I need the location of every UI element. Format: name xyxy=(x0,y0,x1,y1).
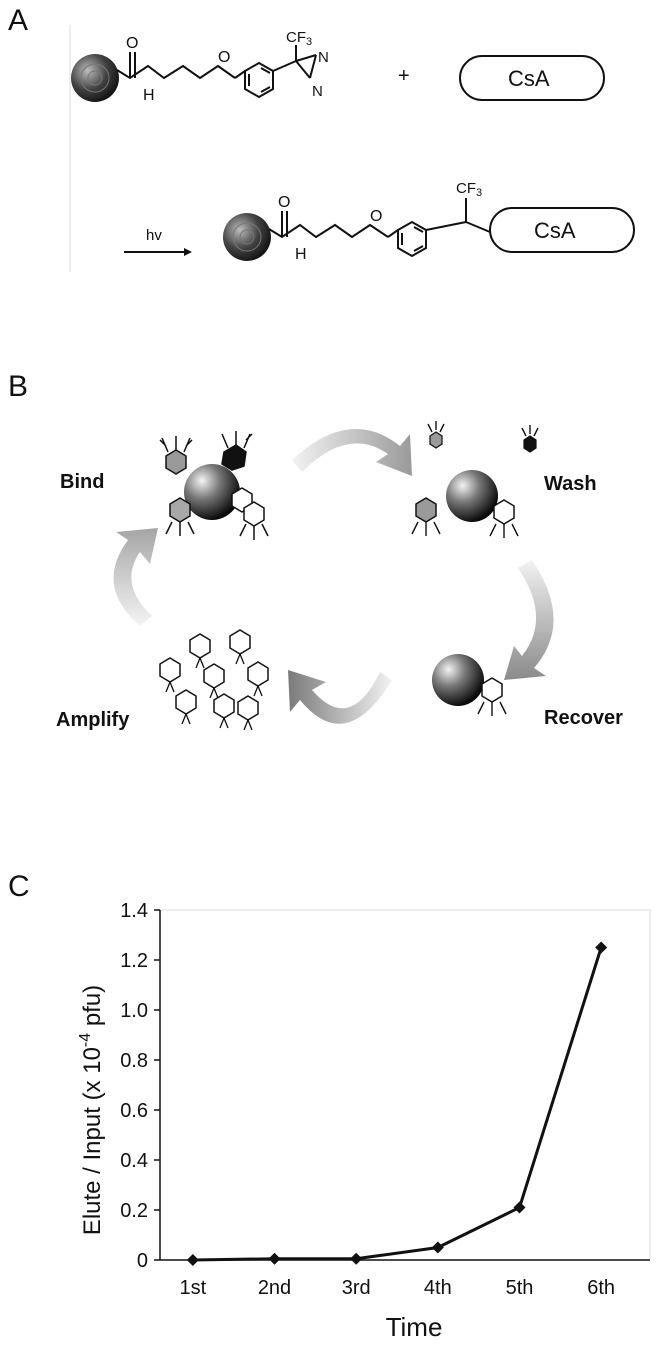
elute-input-chart: 0 0.2 0.4 0.6 0.8 1.0 1.2 1.4 1st 2nd 3rd 4th 5th 6t… xyxy=(77,900,651,1342)
x-axis-label: Time xyxy=(386,1312,443,1342)
arrow-wash-to-recover xyxy=(504,560,554,680)
data-point-marker xyxy=(431,1241,444,1254)
data-point-marker xyxy=(186,1254,199,1266)
ether-o-top: O xyxy=(218,49,230,66)
arrow-amplify-to-bind xyxy=(113,528,158,626)
y-tick-label: 0 xyxy=(137,1250,148,1272)
nh-h-bottom: H xyxy=(295,246,307,263)
panel-label-c: C xyxy=(8,870,30,903)
step-label-amplify: Amplify xyxy=(56,709,130,731)
diazirine-n-top: N xyxy=(318,49,329,66)
plot-frame xyxy=(159,909,651,1261)
nh-h-top: H xyxy=(143,87,155,104)
arrow-bind-to-wash xyxy=(292,428,412,476)
linker-bottom xyxy=(268,198,491,258)
linker-top xyxy=(116,45,317,99)
data-point-marker xyxy=(513,1201,526,1214)
series-line xyxy=(192,947,603,1262)
x-tick-label: 5th xyxy=(506,1277,534,1299)
y-axis-ticks: 0 0.2 0.4 0.6 0.8 1.0 1.2 1.4 xyxy=(120,900,160,1272)
wash-bead-cluster xyxy=(411,421,539,538)
x-tick-label: 3rd xyxy=(342,1277,371,1299)
y-tick-label: 0.4 xyxy=(120,1150,148,1172)
diazirine-n2-top: N xyxy=(312,83,323,100)
csa-label-bottom: CsA xyxy=(534,218,576,243)
reaction-scheme: O H O CF3 N N + CsA hv O H O CF3 CsA xyxy=(69,25,635,272)
data-point-marker xyxy=(350,1252,363,1265)
selection-cycle-diagram: Bind Wash Recover Ampli xyxy=(56,421,623,731)
arrow-recover-to-amplify xyxy=(288,670,392,724)
cf3-label-top: CF3 xyxy=(286,29,312,48)
y-tick-label: 0.6 xyxy=(120,1100,148,1122)
x-tick-label: 1st xyxy=(179,1277,206,1299)
csa-capsule-bottom xyxy=(489,207,635,253)
data-point-marker xyxy=(268,1252,281,1265)
data-point-marker xyxy=(595,941,608,954)
y-tick-label: 1.0 xyxy=(120,1000,148,1022)
y-tick-label: 0.8 xyxy=(120,1050,148,1072)
y-axis-label: Elute / Input (x 10-4 pfu) xyxy=(77,985,106,1235)
y-tick-label: 1.2 xyxy=(120,950,148,972)
carbonyl-o-top: O xyxy=(126,35,138,52)
panel-label-a: A xyxy=(8,4,29,37)
bead-bottom xyxy=(223,213,271,261)
x-axis-ticks: 1st 2nd 3rd 4th 5th 6th xyxy=(179,1277,615,1299)
x-tick-label: 2nd xyxy=(258,1277,291,1299)
panel-label-b: B xyxy=(8,370,29,403)
x-tick-label: 6th xyxy=(587,1277,615,1299)
cf3-label-bottom: CF3 xyxy=(456,180,482,199)
amplify-phage-cluster xyxy=(159,629,269,721)
y-tick-label: 1.4 xyxy=(120,900,148,922)
recover-bead-cluster xyxy=(432,654,507,716)
step-label-wash: Wash xyxy=(544,473,597,495)
y-tick-label: 0.2 xyxy=(120,1200,148,1222)
plus-sign: + xyxy=(398,65,410,87)
hv-label: hv xyxy=(146,227,162,244)
csa-label-top: CsA xyxy=(508,66,550,91)
series-layer xyxy=(186,941,608,1266)
bind-bead-cluster xyxy=(159,431,269,540)
csa-capsule-top xyxy=(459,55,605,101)
step-label-bind: Bind xyxy=(60,471,104,493)
x-tick-label: 4th xyxy=(424,1277,452,1299)
bead-top xyxy=(71,54,119,102)
ether-o-bottom: O xyxy=(370,208,382,225)
carbonyl-o-bottom: O xyxy=(278,194,290,211)
step-label-recover: Recover xyxy=(544,707,623,729)
